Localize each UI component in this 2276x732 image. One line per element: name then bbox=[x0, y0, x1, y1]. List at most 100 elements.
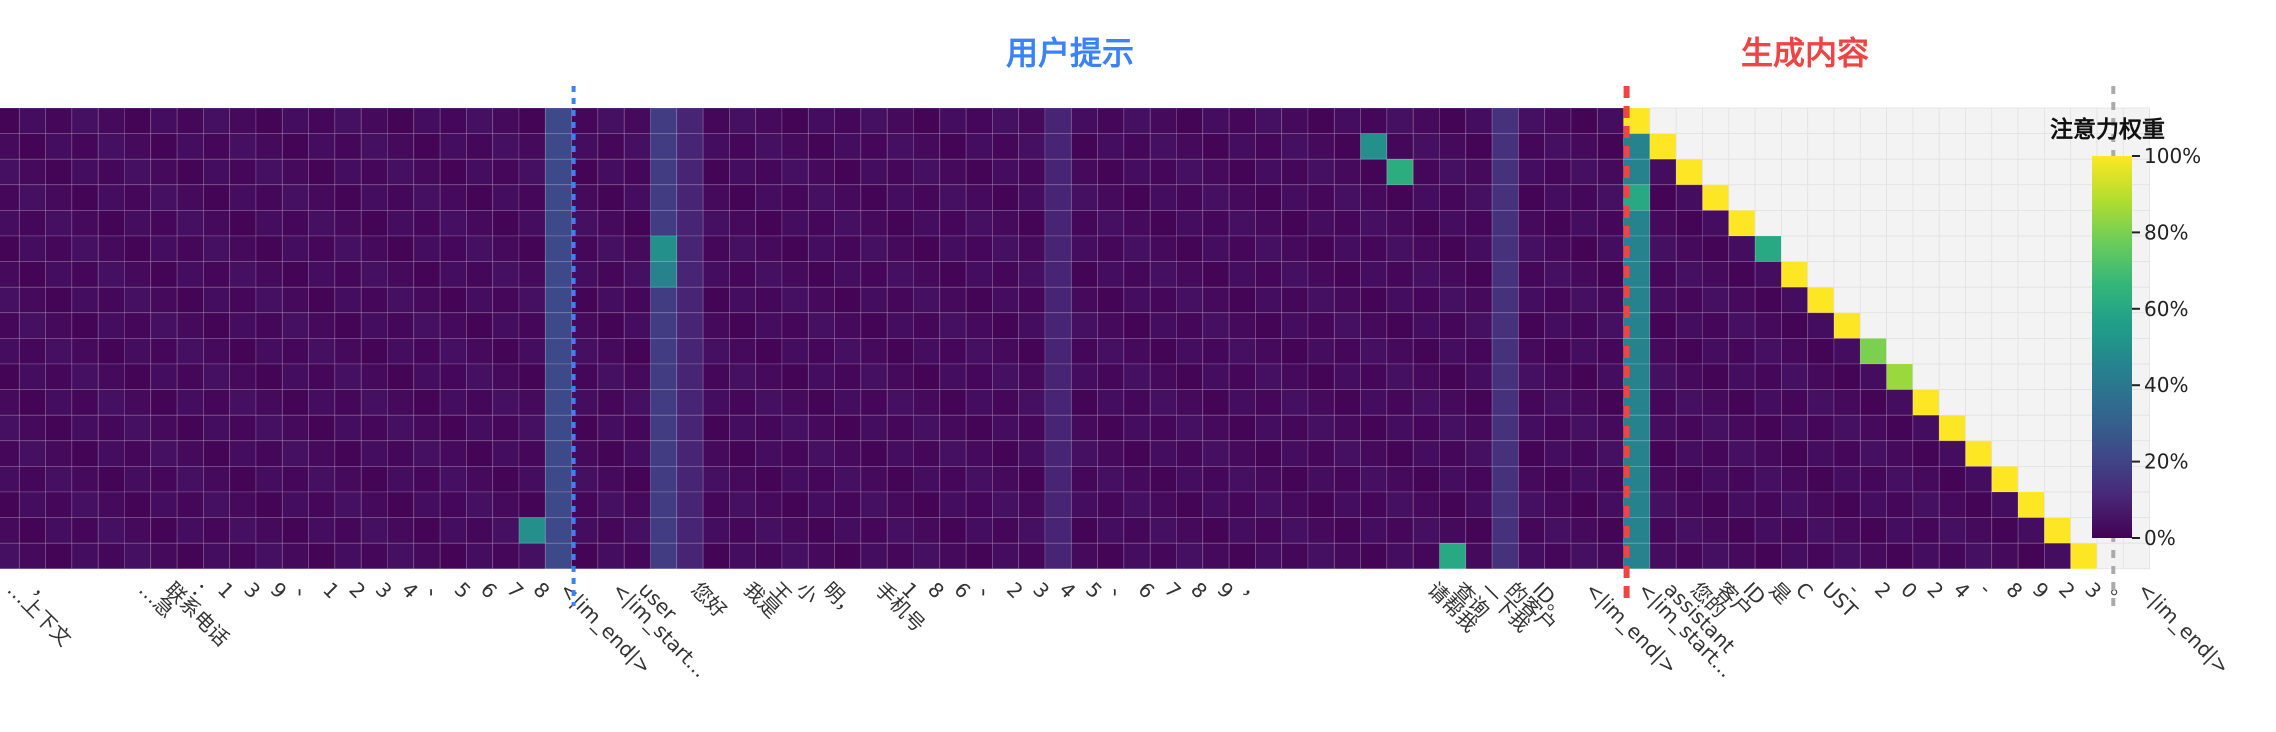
heatmap-cell bbox=[1912, 389, 1940, 416]
x-tick-label: 3 bbox=[371, 577, 397, 603]
heatmap-cell bbox=[939, 491, 967, 519]
heatmap-cell bbox=[1518, 337, 1546, 365]
heatmap-cell bbox=[97, 363, 125, 391]
heatmap-cell bbox=[229, 158, 257, 186]
masked-cell bbox=[1938, 158, 1966, 186]
heatmap-cell bbox=[1991, 517, 2019, 544]
heatmap-cell bbox=[1465, 286, 1493, 314]
heatmap-cell bbox=[1781, 363, 1809, 391]
masked-cell bbox=[2044, 440, 2072, 467]
heatmap-cell bbox=[387, 363, 415, 391]
heatmap-cell bbox=[1176, 517, 1204, 544]
heatmap-cell bbox=[544, 337, 572, 365]
heatmap-cell bbox=[308, 337, 336, 365]
heatmap-cell bbox=[387, 209, 415, 237]
masked-cell bbox=[1833, 158, 1861, 186]
heatmap-cell bbox=[1570, 491, 1598, 519]
masked-cell bbox=[1991, 312, 2019, 339]
heatmap-cell bbox=[176, 465, 204, 493]
masked-cell bbox=[1886, 209, 1914, 237]
heatmap-cell bbox=[1859, 542, 1888, 570]
heatmap-cell bbox=[1360, 261, 1388, 288]
masked-cell bbox=[2044, 337, 2072, 365]
heatmap-cell bbox=[124, 465, 152, 493]
colorbar-tick-label: 100% bbox=[2144, 144, 2201, 168]
heatmap-cell bbox=[1544, 542, 1572, 570]
heatmap-cell bbox=[45, 465, 73, 493]
heatmap-cell bbox=[71, 491, 99, 519]
x-tick-label: 7 bbox=[1160, 577, 1186, 603]
heatmap-cell bbox=[755, 414, 783, 442]
heatmap-cell bbox=[1702, 517, 1730, 544]
heatmap-cell bbox=[992, 261, 1020, 288]
heatmap-cell bbox=[676, 389, 704, 416]
heatmap-cell bbox=[834, 491, 862, 519]
heatmap-cell bbox=[150, 209, 178, 237]
heatmap-cell bbox=[2044, 517, 2072, 544]
heatmap-cell bbox=[1044, 389, 1072, 416]
heatmap-cell bbox=[97, 517, 125, 544]
heatmap-cell bbox=[623, 261, 651, 288]
heatmap-cell bbox=[886, 209, 914, 237]
heatmap-cell bbox=[439, 542, 467, 570]
heatmap-cell bbox=[965, 440, 993, 467]
heatmap-cell bbox=[650, 286, 678, 314]
heatmap-cell bbox=[1070, 209, 1099, 237]
heatmap-cell bbox=[413, 312, 441, 339]
heatmap-cell bbox=[1176, 440, 1204, 467]
heatmap-cell bbox=[0, 312, 20, 339]
masked-cell bbox=[1938, 184, 1966, 211]
heatmap-cell bbox=[834, 517, 862, 544]
masked-cell bbox=[2017, 209, 2045, 237]
x-tick-label: - bbox=[1975, 577, 1997, 599]
heatmap-cell bbox=[965, 517, 993, 544]
masked-cell bbox=[2044, 312, 2072, 339]
heatmap-cell bbox=[1754, 465, 1782, 493]
heatmap-cell bbox=[465, 542, 494, 570]
heatmap-cell bbox=[2017, 491, 2045, 519]
heatmap-cell bbox=[1754, 517, 1782, 544]
heatmap-cell bbox=[755, 158, 783, 186]
heatmap-cell bbox=[1044, 312, 1072, 339]
heatmap-cell bbox=[255, 517, 283, 544]
heatmap-cell bbox=[124, 209, 152, 237]
heatmap-cell bbox=[1360, 235, 1388, 263]
heatmap-cell bbox=[1965, 517, 1993, 544]
heatmap-cell bbox=[1675, 363, 1703, 391]
heatmap-cell bbox=[1491, 286, 1519, 314]
heatmap-cell bbox=[1070, 517, 1099, 544]
heatmap-cell bbox=[597, 337, 625, 365]
heatmap-cell bbox=[124, 107, 152, 135]
heatmap-cell bbox=[1176, 235, 1204, 263]
heatmap-cell bbox=[1149, 133, 1177, 160]
heatmap-cell bbox=[623, 107, 651, 135]
heatmap-cell bbox=[1360, 286, 1388, 314]
x-tick-label: 8 bbox=[923, 577, 949, 603]
heatmap-cell bbox=[492, 261, 520, 288]
heatmap-cell bbox=[965, 337, 993, 365]
heatmap-cell bbox=[597, 363, 625, 391]
heatmap-cell bbox=[1412, 542, 1440, 570]
heatmap-cell bbox=[1675, 465, 1703, 493]
heatmap-cell bbox=[360, 158, 388, 186]
heatmap-cell bbox=[913, 209, 941, 237]
heatmap-cell bbox=[1255, 517, 1283, 544]
heatmap-cell bbox=[150, 542, 178, 570]
heatmap-cell bbox=[597, 465, 625, 493]
heatmap-cell bbox=[965, 133, 993, 160]
x-tick-label: 2 bbox=[1923, 577, 1949, 603]
heatmap-cell bbox=[0, 414, 20, 442]
heatmap-cell bbox=[650, 465, 678, 493]
heatmap-cell bbox=[1518, 389, 1546, 416]
heatmap-cell bbox=[939, 261, 967, 288]
heatmap-cell bbox=[834, 414, 862, 442]
heatmap-cell bbox=[1018, 517, 1046, 544]
heatmap-cell bbox=[1886, 517, 1914, 544]
heatmap-cell bbox=[1123, 517, 1151, 544]
heatmap-cell bbox=[1649, 389, 1677, 416]
heatmap-cell bbox=[1596, 158, 1625, 186]
heatmap-cell bbox=[45, 491, 73, 519]
heatmap-cell bbox=[1596, 414, 1625, 442]
heatmap-cell bbox=[45, 158, 73, 186]
heatmap-cell bbox=[1333, 491, 1362, 519]
